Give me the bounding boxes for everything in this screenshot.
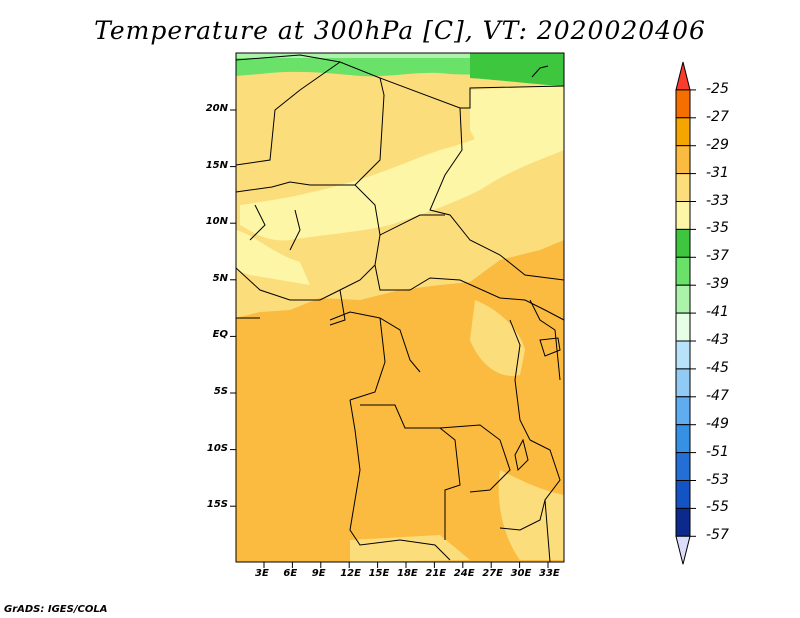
colorbar-label: -29 [706, 136, 729, 153]
colorbar-segment [675, 145, 691, 175]
colorbar-segment [675, 201, 691, 230]
colorbar-segment [675, 368, 691, 398]
colorbar-label: -41 [706, 304, 729, 321]
lon-label: 21E [425, 568, 447, 579]
colorbar-segment [675, 340, 691, 370]
lon-label: 33E [539, 568, 560, 579]
lat-label: 15S [206, 499, 228, 511]
colorbar-segment [675, 61, 691, 91]
lon-label: 27E [482, 568, 503, 579]
lon-label: 9E [311, 568, 326, 579]
lat-label: 20N [205, 103, 228, 114]
colorbar-segment [675, 117, 691, 147]
colorbar-segment [675, 480, 691, 509]
colorbar-label: -31 [706, 164, 729, 181]
temperature-band-35-33-south [350, 535, 470, 562]
colorbar-label: -27 [706, 108, 729, 125]
lon-label: 6E [283, 568, 298, 579]
lon-label: 15E [368, 568, 390, 579]
colorbar-segment [675, 284, 691, 314]
colorbar-label: -47 [706, 387, 729, 404]
colorbar-label: -53 [706, 471, 729, 488]
latitude-ticks [230, 109, 236, 507]
temperature-band-35-33-west [236, 230, 310, 285]
colorbar-segment [675, 228, 691, 258]
colorbar-segment [675, 424, 691, 454]
lon-label: 30E [510, 568, 532, 579]
colorbar-label: -45 [706, 359, 729, 376]
country-borders [236, 54, 564, 562]
temperature-field [236, 53, 564, 562]
colorbar-label: -33 [706, 192, 729, 209]
lat-label: 15N [205, 159, 228, 171]
colorbar-segment [675, 452, 691, 482]
lat-label: 10N [205, 216, 228, 228]
lat-label: 10S [206, 442, 228, 454]
lat-label: 5N [212, 272, 228, 284]
lon-label: 12E [340, 568, 361, 579]
map-frame [235, 52, 565, 563]
lon-label: 18E [397, 568, 418, 579]
colorbar-segment [675, 89, 691, 119]
colorbar-label: -39 [706, 276, 729, 293]
colorbar-segment [675, 507, 691, 537]
colorbar-label: -51 [706, 443, 729, 460]
colorbar-label: -37 [706, 248, 729, 265]
longitude-ticks [263, 562, 549, 568]
temperature-band-35-33-east [470, 300, 525, 376]
colorbar-label: -55 [706, 499, 729, 516]
map-title: Temperature at 300hPa [C], VT: 202002040… [94, 16, 706, 45]
colorbar [675, 61, 696, 565]
colorbar-label: -57 [706, 527, 729, 544]
colorbar-label: -25 [706, 80, 729, 97]
lat-label: 5S [213, 386, 228, 397]
colorbar-label: -43 [706, 332, 729, 348]
colorbar-segment [675, 173, 691, 203]
colorbar-segment [675, 256, 691, 286]
colorbar-label: -49 [706, 415, 729, 432]
temperature-band-37-35 [470, 53, 564, 86]
lon-label: 3E [255, 568, 269, 579]
lon-label: 24E [453, 568, 475, 579]
colorbar-label: -35 [706, 220, 729, 237]
grads-credit: GrADS: IGES/COLA [4, 604, 108, 615]
colorbar-segment [675, 396, 691, 426]
temperature-band-35-33-north [470, 85, 564, 150]
colorbar-segment [675, 312, 691, 342]
lat-label: EQ [212, 329, 228, 341]
colorbar-segment [675, 535, 691, 565]
